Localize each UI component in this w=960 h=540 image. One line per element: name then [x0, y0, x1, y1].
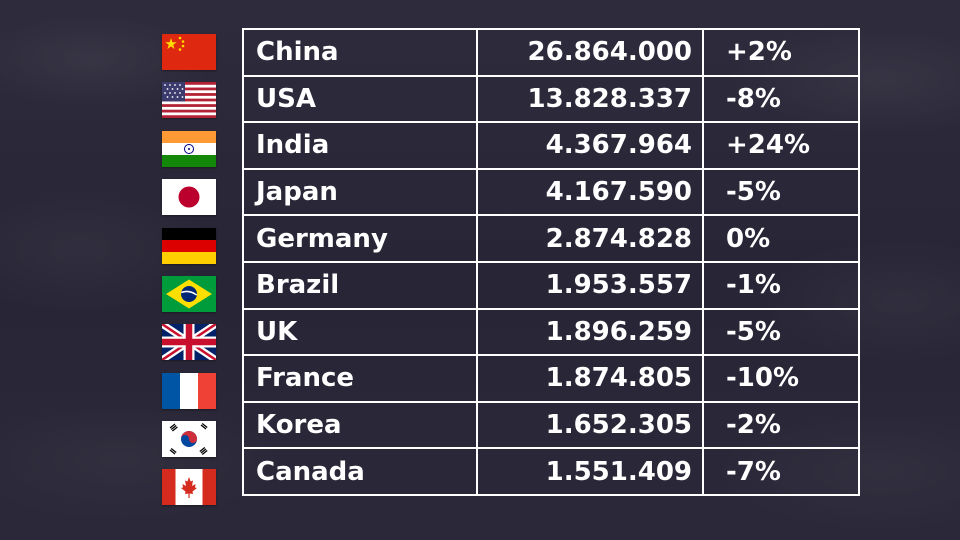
- france-flag-icon: [162, 373, 216, 409]
- change-percent: +24%: [702, 121, 860, 170]
- uk-flag-icon: [162, 324, 216, 360]
- sales-value: 26.864.000: [476, 28, 704, 77]
- japan-flag-icon: [162, 179, 216, 215]
- table-row: Germany 2.874.828 0%: [242, 214, 860, 263]
- korea-flag-icon: [162, 421, 216, 457]
- change-percent: -5%: [702, 307, 860, 357]
- india-flag-icon: [162, 131, 216, 167]
- country-name: Canada: [242, 447, 478, 496]
- country-name: India: [242, 121, 478, 170]
- table-row: Japan 4.167.590 -5%: [242, 167, 860, 217]
- change-percent: -2%: [702, 400, 860, 450]
- sales-value: 1.551.409: [476, 447, 704, 496]
- country-name: Korea: [242, 400, 478, 450]
- table-row: India 4.367.964 +24%: [242, 121, 860, 170]
- table-row: Canada 1.551.409 -7%: [242, 447, 860, 496]
- change-percent: -7%: [702, 447, 860, 496]
- sales-value: 1.896.259: [476, 307, 704, 357]
- canada-flag-icon: [162, 469, 216, 505]
- country-name: Brazil: [242, 260, 478, 310]
- change-percent: 0%: [702, 214, 860, 263]
- table-row: Korea 1.652.305 -2%: [242, 400, 860, 450]
- change-percent: -5%: [702, 167, 860, 217]
- sales-value: 1.652.305: [476, 400, 704, 450]
- table-row: Brazil 1.953.557 -1%: [242, 260, 860, 310]
- table-row: France 1.874.805 -10%: [242, 354, 860, 403]
- sales-value: 1.874.805: [476, 354, 704, 403]
- china-flag-icon: [162, 34, 216, 70]
- change-percent: +2%: [702, 28, 860, 77]
- country-name: Japan: [242, 167, 478, 217]
- sales-value: 2.874.828: [476, 214, 704, 263]
- sales-value: 13.828.337: [476, 74, 704, 124]
- sales-value: 1.953.557: [476, 260, 704, 310]
- germany-flag-icon: [162, 228, 216, 264]
- country-name: France: [242, 354, 478, 403]
- country-name: USA: [242, 74, 478, 124]
- change-percent: -8%: [702, 74, 860, 124]
- usa-flag-icon: [162, 82, 216, 118]
- country-name: Germany: [242, 214, 478, 263]
- brazil-flag-icon: [162, 276, 216, 312]
- change-percent: -1%: [702, 260, 860, 310]
- table-row: UK 1.896.259 -5%: [242, 307, 860, 357]
- country-name: UK: [242, 307, 478, 357]
- car-sales-table: China 26.864.000 +2% USA 13.828.337 -8% …: [242, 28, 860, 496]
- table-row: USA 13.828.337 -8%: [242, 74, 860, 124]
- table-row: China 26.864.000 +2%: [242, 28, 860, 77]
- sales-value: 4.167.590: [476, 167, 704, 217]
- sales-value: 4.367.964: [476, 121, 704, 170]
- country-name: China: [242, 28, 478, 77]
- change-percent: -10%: [702, 354, 860, 403]
